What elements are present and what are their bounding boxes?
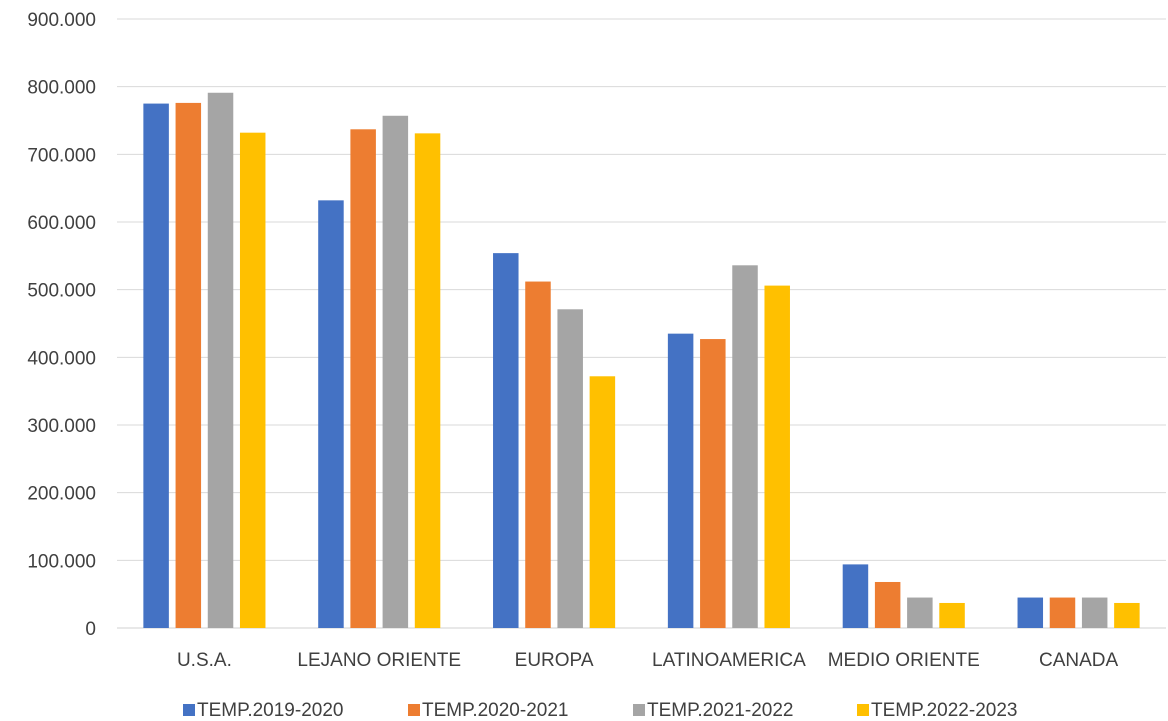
bar-temp-2019-2020-latinoamerica (667, 333, 694, 628)
bar-temp-2019-2020-u-s-a- (143, 103, 169, 629)
bar-temp-2020-2021-lejano-oriente (350, 129, 376, 628)
bar-temp-2021-2022-canada (1081, 597, 1108, 628)
y-tick-label: 600.000 (27, 213, 96, 234)
legend-label: TEMP.2021-2022 (647, 700, 793, 721)
legend-label: TEMP.2019-2020 (197, 700, 343, 721)
x-category-label: CANADA (1039, 650, 1119, 671)
bar-temp-2021-2022-u-s-a- (207, 92, 234, 629)
bar-temp-2020-2021-u-s-a- (175, 102, 202, 628)
legend-label: TEMP.2020-2021 (422, 700, 568, 721)
bar-temp-2022-2023-u-s-a- (239, 132, 266, 628)
y-tick-label: 900.000 (27, 10, 96, 31)
y-tick-label: 400.000 (27, 348, 96, 369)
bar-temp-2022-2023-lejano-oriente (414, 133, 441, 628)
bar-temp-2019-2020-europa (493, 253, 519, 629)
bar-temp-2022-2023-canada (1114, 602, 1140, 628)
y-tick-label: 500.000 (27, 281, 96, 302)
bar-temp-2019-2020-lejano-oriente (318, 200, 344, 628)
x-category-label: MEDIO ORIENTE (828, 650, 980, 671)
legend-label: TEMP.2022-2023 (871, 700, 1017, 721)
y-tick-label: 800.000 (27, 78, 96, 99)
x-category-label: EUROPA (515, 650, 594, 671)
y-tick-label: 100.000 (27, 551, 96, 572)
bar-temp-2021-2022-medio-oriente (907, 597, 933, 628)
legend-swatch (408, 704, 420, 716)
bar-temp-2020-2021-medio-oriente (874, 581, 901, 628)
legend: TEMP.2019-2020 TEMP.2020-2021 TEMP.2021-20… (183, 700, 1017, 721)
legend-swatch (633, 704, 645, 716)
x-category-label: U.S.A. (177, 650, 232, 671)
bar-temp-2022-2023-medio-oriente (939, 602, 965, 628)
bar-temp-2021-2022-europa (557, 309, 583, 628)
bar-temp-2020-2021-europa (525, 281, 551, 628)
legend-swatch (183, 704, 195, 716)
bar-temp-2020-2021-canada (1049, 597, 1076, 628)
bar-temp-2020-2021-latinoamerica (700, 339, 726, 628)
bar-temp-2022-2023-latinoamerica (764, 285, 790, 628)
x-category-label: LATINOAMERICA (652, 650, 806, 671)
x-category-label: LEJANO ORIENTE (297, 650, 461, 671)
y-tick-label: 200.000 (27, 484, 96, 505)
gridlines (117, 18, 1166, 629)
y-tick-label: 300.000 (27, 416, 96, 437)
bar-temp-2022-2023-europa (589, 376, 616, 628)
bar-temp-2019-2020-medio-oriente (842, 564, 869, 628)
y-tick-label: 700.000 (27, 145, 96, 166)
bars (143, 92, 1140, 629)
bar-temp-2019-2020-canada (1017, 597, 1044, 628)
y-tick-label: 0 (85, 619, 96, 640)
legend-swatch (857, 704, 869, 716)
x-axis-category-labels: U.S.A. LEJANO ORIENTE EUROPA LATINOAMERICA M… (177, 650, 1119, 671)
y-axis-tick-labels: 0 100.000 200.000 300.000 400.000 500.000 600.… (27, 10, 96, 640)
bar-temp-2021-2022-latinoamerica (732, 265, 758, 628)
bar-temp-2021-2022-lejano-oriente (382, 115, 409, 629)
